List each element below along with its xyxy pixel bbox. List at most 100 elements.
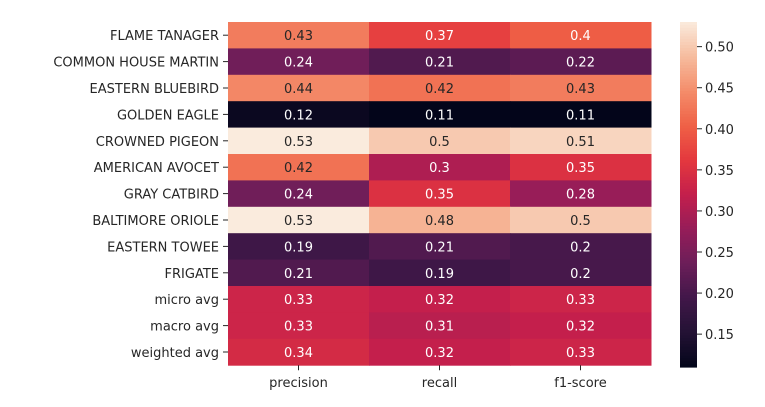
cell-value-label: 0.37 [425,29,454,44]
colorbar-segment [680,45,697,49]
cell-value-label: 0.21 [425,56,454,71]
colorbar-segment [680,119,697,124]
colorbar-segment [680,252,697,256]
colorbar-segment [680,338,697,342]
heatmap-cell [510,206,652,234]
cell-value-label: 0.33 [284,293,313,308]
row-label: CROWNED PIGEON [96,135,219,150]
heatmap-cell [510,180,652,208]
colorbar-segment [680,160,697,164]
colorbar-segment [680,148,697,152]
cell-value-label: 0.32 [425,346,454,361]
heatmap-cell [369,286,511,313]
colorbar-segment [680,116,697,121]
colorbar-segment [680,42,697,46]
colorbar-segment [680,203,697,207]
colorbar-segment [680,229,697,233]
colorbar-segment [680,122,697,127]
cell-value-label: 0.28 [566,188,595,203]
colorbar-segment [680,217,697,221]
heatmap-cell [369,22,511,49]
row-label: micro avg [155,293,219,308]
colorbar-tick-label: 0.40 [705,123,734,138]
heatmap-cell [510,338,652,366]
colorbar-tick-label: 0.25 [705,246,734,261]
colorbar-segment [680,321,697,325]
row-label: macro avg [150,320,219,335]
cell-value-label: 0.32 [566,320,595,335]
colorbar-segment [680,85,697,89]
row-label: GOLDEN EAGLE [117,108,219,123]
colorbar-segment [680,162,697,167]
row-label: BALTIMORE ORIOLE [92,214,219,229]
column-labels: precision recall f1-score [269,365,607,391]
colorbar-segment [680,68,697,72]
colorbar-segment [680,335,697,339]
heatmap-cell [510,48,652,76]
row-label: FLAME TANAGER [110,29,219,44]
cell-value-label: 0.24 [284,56,313,71]
colorbar-segment [680,194,697,198]
heatmap-cell [510,101,652,129]
cell-value-label: 0.48 [425,214,454,229]
row-label: EASTERN BLUEBIRD [90,82,219,97]
colorbar-segment [680,131,697,135]
colorbar-segment [680,125,697,129]
colorbar-segment [680,275,697,279]
heatmap-cells: 0.43 0.37 0.4 0.24 0.21 0.22 0.44 0.42 0.43 0.12 0… [228,22,652,366]
row-labels: FLAME TANAGER COMMON HOUSE MARTIN EASTERN … [53,29,228,361]
row-label: weighted avg [131,346,219,361]
cell-value-label: 0.33 [566,346,595,361]
heatmap-cell [510,74,652,102]
colorbar-segment [680,260,697,265]
colorbar-tick-label: 0.30 [705,205,734,220]
colorbar-segment [680,171,697,175]
cell-value-label: 0.4 [570,29,591,44]
cell-value-label: 0.24 [284,188,313,203]
cell-value-label: 0.11 [425,108,454,123]
colorbar-segment [680,211,697,216]
cell-value-label: 0.32 [425,293,454,308]
colorbar-segment [680,306,697,311]
colorbar-segment [680,303,697,308]
colorbar-segment [680,180,697,184]
colorbar: 0.15 0.20 0.25 0.30 0.35 0.40 0.45 0.50 [680,22,734,368]
heatmap-cell [510,259,652,287]
row-label: GRAY CATBIRD [124,188,219,203]
cell-value-label: 0.2 [570,267,591,282]
heatmap-cell [228,233,370,261]
colorbar-segment [680,22,697,26]
heatmap-cell [228,338,370,366]
colorbar-segment [680,223,697,227]
cell-value-label: 0.5 [429,135,450,150]
colorbar-segment [680,352,697,357]
colorbar-segment [680,151,697,155]
cell-value-label: 0.53 [284,214,313,229]
colorbar-segment [680,137,697,141]
colorbar-segment [680,332,697,336]
cell-value-label: 0.19 [425,267,454,282]
column-label: f1-score [554,376,606,391]
colorbar-segment [680,295,697,299]
colorbar-segment [680,183,697,187]
heatmap-cell [510,154,652,181]
colorbar-segment [680,200,697,204]
colorbar-segment [680,128,697,132]
colorbar-tick-label: 0.50 [705,41,734,56]
colorbar-segment [680,240,697,244]
colorbar-segment [680,361,697,365]
colorbar-segment [680,165,697,170]
colorbar-segment [680,177,697,181]
colorbar-segment [680,70,697,75]
colorbar-segment [680,73,697,78]
colorbar-segment [680,96,697,101]
colorbar-segment [680,111,697,115]
colorbar-segment [680,65,697,69]
cell-value-label: 0.31 [425,320,454,335]
colorbar-segment [680,344,697,348]
colorbar-segment [680,206,697,210]
colorbar-segment [680,277,697,282]
heatmap-cell [369,180,511,208]
colorbar-segment [680,208,697,213]
heatmap-cell [228,127,370,155]
